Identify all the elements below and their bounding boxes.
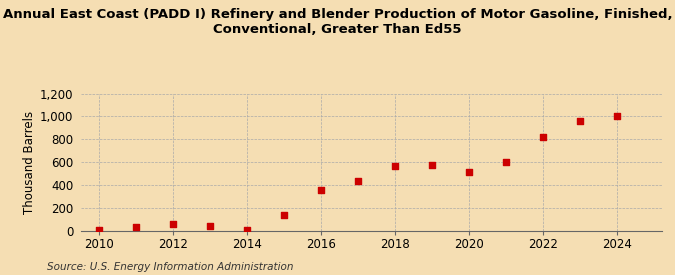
Point xyxy=(427,163,437,167)
Point xyxy=(316,188,327,192)
Point xyxy=(242,228,252,232)
Point xyxy=(501,160,512,165)
Point xyxy=(612,114,622,118)
Point xyxy=(168,222,179,227)
Point xyxy=(353,179,364,183)
Point xyxy=(279,213,290,217)
Point xyxy=(538,135,549,139)
Point xyxy=(205,224,216,228)
Point xyxy=(94,228,105,233)
Point xyxy=(131,225,142,229)
Point xyxy=(390,164,401,168)
Point xyxy=(574,119,585,123)
Point xyxy=(464,170,475,175)
Text: Annual East Coast (PADD I) Refinery and Blender Production of Motor Gasoline, Fi: Annual East Coast (PADD I) Refinery and … xyxy=(3,8,672,36)
Text: Source: U.S. Energy Information Administration: Source: U.S. Energy Information Administ… xyxy=(47,262,294,272)
Y-axis label: Thousand Barrels: Thousand Barrels xyxy=(23,111,36,214)
